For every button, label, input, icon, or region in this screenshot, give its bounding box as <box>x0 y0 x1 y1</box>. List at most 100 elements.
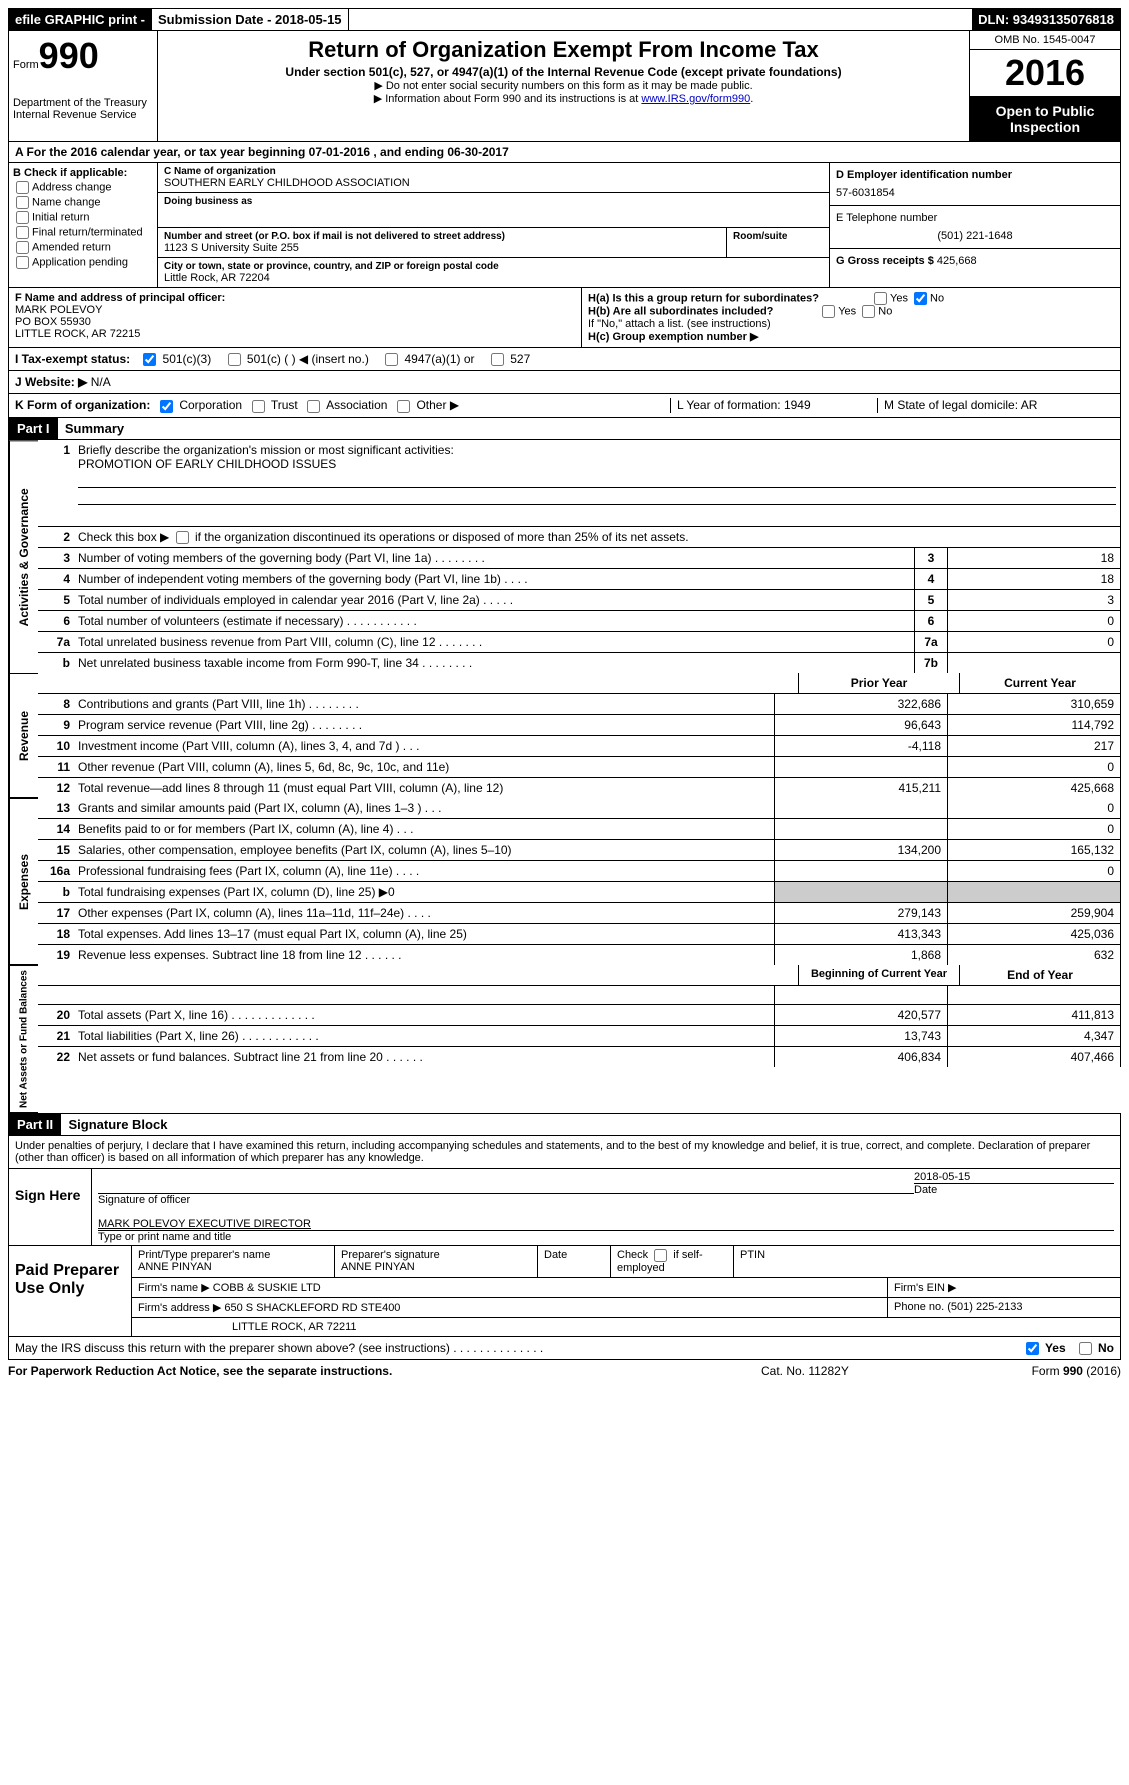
website-value: N/A <box>91 375 111 389</box>
firm-ein-label: Firm's EIN ▶ <box>888 1278 1120 1297</box>
prep-sig-label: Preparer's signature <box>341 1249 531 1261</box>
hb-label: H(b) Are all subordinates included? <box>588 305 773 317</box>
check-amended[interactable]: Amended return <box>13 241 153 254</box>
check-assoc[interactable] <box>307 400 320 413</box>
exp-line: 14Benefits paid to or for members (Part … <box>38 819 1121 840</box>
side-governance: Activities & Governance <box>9 440 38 673</box>
open-public-2: Inspection <box>1010 119 1080 135</box>
name-title-label: Type or print name and title <box>98 1231 231 1243</box>
firm-phone-label: Phone no. <box>894 1301 944 1313</box>
open-public-1: Open to Public <box>996 103 1095 119</box>
rev-line: 12Total revenue—add lines 8 through 11 (… <box>38 778 1121 798</box>
exp-line: 16aProfessional fundraising fees (Part I… <box>38 861 1121 882</box>
form-prefix: Form <box>13 59 39 71</box>
check-self-emp[interactable] <box>654 1249 667 1262</box>
exp-line: 17Other expenses (Part IX, column (A), l… <box>38 903 1121 924</box>
dln: DLN: 93493135076818 <box>972 9 1120 30</box>
gov-line: 5Total number of individuals employed in… <box>38 590 1121 611</box>
expenses-section: Expenses 13Grants and similar amounts pa… <box>8 798 1121 965</box>
form-subtitle: Under section 501(c), 527, or 4947(a)(1)… <box>162 65 965 79</box>
row-j-label: J Website: ▶ <box>15 375 87 389</box>
discuss-no[interactable] <box>1079 1342 1092 1355</box>
net-line: 21Total liabilities (Part X, line 26) . … <box>38 1026 1121 1047</box>
dba-label: Doing business as <box>164 196 823 207</box>
row-k-label: K Form of organization: <box>15 398 150 412</box>
top-bar: efile GRAPHIC print - Submission Date - … <box>8 8 1121 31</box>
check-4947[interactable] <box>385 353 398 366</box>
check-501c[interactable] <box>228 353 241 366</box>
ssn-note: ▶ Do not enter social security numbers o… <box>162 79 965 92</box>
check-corp[interactable] <box>160 400 173 413</box>
rev-line: 9Program service revenue (Part VIII, lin… <box>38 715 1121 736</box>
exp-line: bTotal fundraising expenses (Part IX, co… <box>38 882 1121 903</box>
firm-addr1: 650 S SHACKLEFORD RD STE400 <box>224 1302 400 1314</box>
discuss-text: May the IRS discuss this return with the… <box>15 1341 1023 1355</box>
ein-label: D Employer identification number <box>836 169 1114 181</box>
officer-name: MARK POLEVOY <box>15 304 575 316</box>
prep-name-label: Print/Type preparer's name <box>138 1249 328 1261</box>
check-initial-return[interactable]: Initial return <box>13 211 153 224</box>
omb-number: OMB No. 1545-0047 <box>970 31 1120 50</box>
check-final-return[interactable]: Final return/terminated <box>13 226 153 239</box>
governance-section: Activities & Governance 1 Briefly descri… <box>8 440 1121 673</box>
prep-sig: ANNE PINYAN <box>341 1261 531 1273</box>
street-value: 1123 S University Suite 255 <box>164 242 720 254</box>
prep-date-label: Date <box>538 1246 611 1277</box>
officer-addr1: PO BOX 55930 <box>15 316 575 328</box>
rev-line: 10Investment income (Part VIII, column (… <box>38 736 1121 757</box>
sign-here-block: Sign Here Signature of officer 2018-05-1… <box>8 1169 1121 1246</box>
net-line: 20Total assets (Part X, line 16) . . . .… <box>38 1005 1121 1026</box>
part2-header: Part II <box>9 1114 61 1135</box>
self-emp: Check if self-employed <box>617 1249 703 1274</box>
ha-no[interactable] <box>914 292 927 305</box>
org-name: SOUTHERN EARLY CHILDHOOD ASSOCIATION <box>164 177 823 189</box>
check-501c3[interactable] <box>143 353 156 366</box>
state-domicile: M State of legal domicile: AR <box>877 398 1114 412</box>
firm-addr-label: Firm's address ▶ <box>138 1302 221 1314</box>
check-address-change[interactable]: Address change <box>13 181 153 194</box>
form-title: Return of Organization Exempt From Incom… <box>162 37 965 63</box>
line1-label: Briefly describe the organization's miss… <box>78 443 454 457</box>
check-other[interactable] <box>397 400 410 413</box>
hb-yes[interactable] <box>822 305 835 318</box>
check-pending[interactable]: Application pending <box>13 256 153 269</box>
website-row: J Website: ▶ N/A <box>8 371 1121 394</box>
gov-line: 4Number of independent voting members of… <box>38 569 1121 590</box>
check-527[interactable] <box>491 353 504 366</box>
form-header: Form990 Department of the Treasury Inter… <box>8 31 1121 142</box>
irs-link[interactable]: www.IRS.gov/form990 <box>641 93 750 105</box>
form-number: 990 <box>39 35 99 76</box>
col-current: Current Year <box>959 673 1120 693</box>
firm-name: COBB & SUSKIE LTD <box>213 1282 321 1294</box>
part1-title: Summary <box>61 421 124 436</box>
discuss-row: May the IRS discuss this return with the… <box>8 1337 1121 1360</box>
firm-addr2: LITTLE ROCK, AR 72211 <box>132 1318 1120 1336</box>
discuss-yes[interactable] <box>1026 1342 1039 1355</box>
exp-line: 19Revenue less expenses. Subtract line 1… <box>38 945 1121 965</box>
netassets-section: Net Assets or Fund Balances Beginning of… <box>8 965 1121 1113</box>
tax-exempt-row: I Tax-exempt status: 501(c)(3) 501(c) ( … <box>8 348 1121 371</box>
exp-line: 13Grants and similar amounts paid (Part … <box>38 798 1121 819</box>
revenue-section: Revenue Prior Year Current Year 8Contrib… <box>8 673 1121 798</box>
sign-here-label: Sign Here <box>9 1169 92 1245</box>
form-org-row: K Form of organization: Corporation Trus… <box>8 394 1121 417</box>
city-value: Little Rock, AR 72204 <box>164 272 823 284</box>
prep-name: ANNE PINYAN <box>138 1261 328 1273</box>
org-name-label: C Name of organization <box>164 166 823 177</box>
phone-value: (501) 221-1648 <box>836 230 1114 242</box>
hb-no[interactable] <box>862 305 875 318</box>
officer-label: F Name and address of principal officer: <box>15 292 575 304</box>
gov-line: bNet unrelated business taxable income f… <box>38 653 1121 673</box>
check-trust[interactable] <box>252 400 265 413</box>
check-discontinued[interactable] <box>176 531 189 544</box>
gov-line: 6Total number of volunteers (estimate if… <box>38 611 1121 632</box>
box-b-title: B Check if applicable: <box>13 167 153 179</box>
phone-label: E Telephone number <box>836 212 1114 224</box>
ha-yes[interactable] <box>874 292 887 305</box>
part1-header: Part I <box>9 418 58 439</box>
row-i-label: I Tax-exempt status: <box>15 352 130 366</box>
check-name-change[interactable]: Name change <box>13 196 153 209</box>
paid-preparer-label: Paid Preparer Use Only <box>9 1246 132 1336</box>
firm-phone: (501) 225-2133 <box>947 1301 1022 1313</box>
officer-printed-name: MARK POLEVOY EXECUTIVE DIRECTOR <box>98 1218 1114 1230</box>
